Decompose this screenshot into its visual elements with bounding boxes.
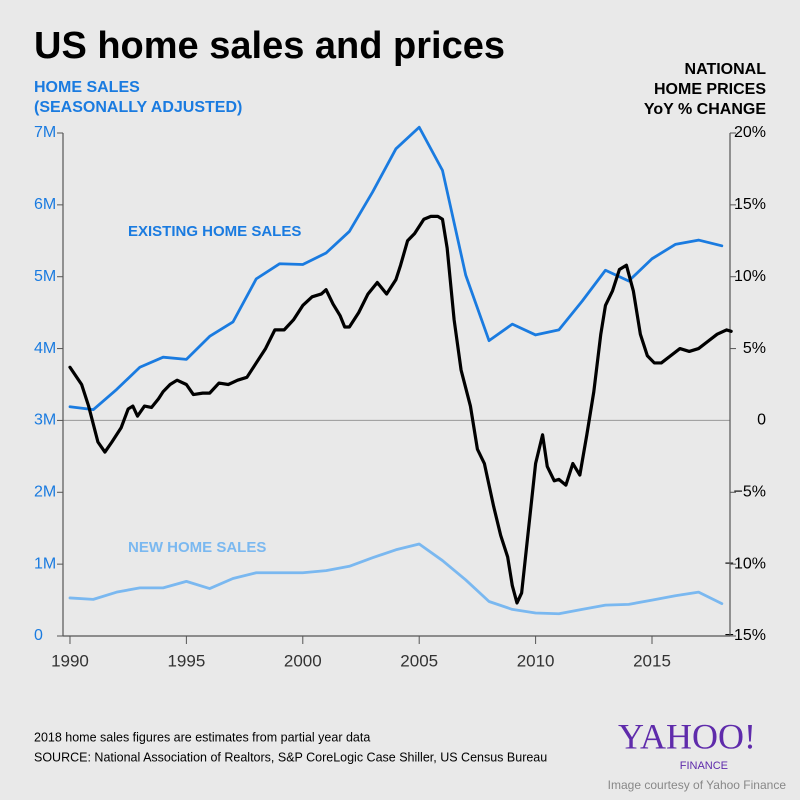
source: SOURCE: National Association of Realtors… [34, 750, 547, 764]
y-tick-label: 0 [34, 627, 43, 644]
series-line [68, 214, 733, 605]
y-tick-label: 3M [34, 412, 56, 429]
y-axis-label: (SEASONALLY ADJUSTED) [34, 99, 242, 116]
x-tick-label: 1990 [51, 651, 89, 670]
series-line [68, 542, 724, 616]
x-tick-label: 2000 [284, 651, 322, 670]
y2-tick-label: −5% [734, 484, 766, 501]
annotation: EXISTING HOME SALES [128, 223, 301, 240]
y-tick-label: 6M [34, 196, 56, 213]
y2-axis-label: YoY % CHANGE [644, 101, 766, 118]
footnote: 2018 home sales figures are estimates fr… [34, 730, 370, 744]
y2-tick-label: 10% [734, 268, 766, 285]
x-tick-label: 1995 [167, 651, 205, 670]
y-axis-label: HOME SALES [34, 79, 140, 96]
y2-tick-label: 15% [734, 196, 766, 213]
series-line [68, 125, 724, 412]
logo: YAHOO! [618, 716, 756, 756]
y2-axis-label: HOME PRICES [654, 81, 766, 98]
y2-tick-label: −15% [725, 627, 766, 644]
x-tick-label: 2005 [400, 651, 438, 670]
y-tick-label: 4M [34, 340, 56, 357]
x-tick-label: 2015 [633, 651, 671, 670]
y2-tick-label: 5% [743, 340, 766, 357]
y2-tick-label: −10% [725, 555, 766, 572]
logo-sub: FINANCE [680, 760, 728, 772]
y2-tick-label: 0 [757, 412, 766, 429]
x-tick-label: 2010 [517, 651, 555, 670]
y-tick-label: 5M [34, 268, 56, 285]
annotation: NEW HOME SALES [128, 539, 266, 556]
y-tick-label: 2M [34, 484, 56, 501]
chart-title: US home sales and prices [34, 25, 505, 67]
y2-tick-label: 20% [734, 124, 766, 141]
y2-axis-label: NATIONAL [685, 61, 767, 78]
credit: Image courtesy of Yahoo Finance [608, 778, 787, 792]
y-tick-label: 7M [34, 124, 56, 141]
y-tick-label: 1M [34, 555, 56, 572]
